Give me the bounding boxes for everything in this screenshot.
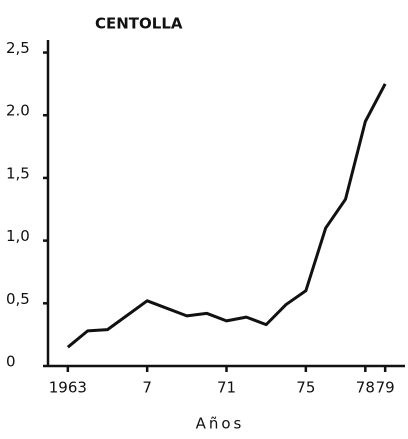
x-axis-label: Años — [196, 415, 245, 433]
y-tick-label: 1,0 — [6, 227, 30, 245]
y-tick-label: 2,5 — [6, 39, 30, 57]
y-tick-label: 0,5 — [6, 290, 30, 308]
x-tick-label: 79 — [376, 379, 395, 397]
x-tick-label: 75 — [296, 379, 315, 397]
y-tick-label: 0 — [6, 353, 16, 371]
x-tick-label: 1963 — [49, 379, 87, 397]
data-line — [66, 83, 387, 349]
y-tick-label: 2.0 — [6, 102, 30, 120]
x-tick-label: 78 — [356, 379, 375, 397]
x-tick-label: 7 — [142, 379, 152, 397]
chart-title: CENTOLLA — [95, 15, 183, 33]
y-tick-label: 1,5 — [6, 164, 30, 182]
x-tick-label: 71 — [217, 379, 236, 397]
